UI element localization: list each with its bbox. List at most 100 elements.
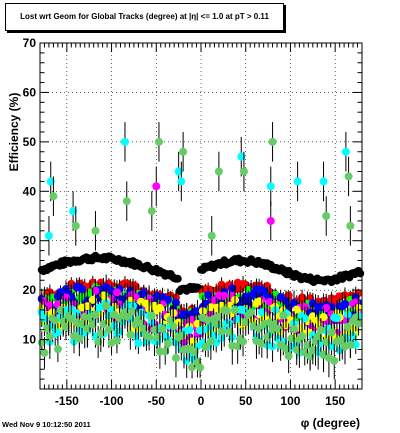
data-point — [220, 291, 229, 300]
data-point — [51, 316, 60, 325]
axis-ticks: -150 -100 -50 0 50 100 150 10 20 30 40 50 60 70 — [23, 36, 362, 408]
data-point — [257, 308, 266, 317]
outlier-point — [268, 137, 277, 146]
datestamp: Wed Nov 9 10:12:50 2011 — [2, 420, 91, 429]
data-point — [298, 332, 307, 341]
data-point — [284, 352, 293, 361]
data-point — [196, 363, 205, 372]
data-point — [83, 302, 92, 311]
data-point — [209, 296, 218, 305]
outlier-point — [44, 231, 53, 240]
y-tick-label: 60 — [23, 85, 37, 99]
data-point — [91, 286, 100, 295]
outlier-point — [154, 137, 163, 146]
data-point — [290, 325, 299, 334]
data-point — [53, 328, 62, 337]
data-points — [37, 122, 365, 380]
data-point — [330, 356, 339, 365]
data-point — [102, 301, 111, 310]
x-tick-label: 50 — [239, 394, 253, 408]
data-point — [319, 313, 328, 322]
data-point — [169, 322, 178, 331]
outlier-point — [293, 177, 302, 186]
data-point — [279, 311, 288, 320]
data-point — [204, 291, 213, 300]
outlier-point — [319, 177, 328, 186]
data-point — [166, 315, 175, 324]
data-point — [338, 335, 347, 344]
data-point — [257, 339, 266, 348]
data-point — [91, 310, 100, 319]
data-point — [217, 327, 226, 336]
data-point — [303, 340, 312, 349]
data-point — [322, 338, 331, 347]
outlier-point — [237, 152, 246, 161]
data-point — [273, 324, 282, 333]
data-point — [354, 319, 363, 328]
data-point — [327, 342, 336, 351]
outlier-point — [174, 167, 183, 176]
data-point — [88, 320, 97, 329]
data-point — [99, 320, 108, 329]
outlier-point — [266, 216, 275, 225]
data-point — [43, 324, 52, 333]
data-point — [163, 295, 172, 304]
x-axis-label: φ (degree) — [301, 416, 360, 430]
outlier-point — [207, 231, 216, 240]
x-tick-label: -150 — [55, 394, 79, 408]
data-point — [332, 314, 341, 323]
data-point — [225, 327, 234, 336]
data-point — [314, 332, 323, 341]
data-point — [230, 306, 239, 315]
y-tick-label: 70 — [23, 36, 37, 50]
data-point — [78, 320, 87, 329]
y-tick-label: 40 — [23, 184, 37, 198]
data-point — [171, 298, 180, 307]
data-point — [150, 325, 159, 334]
data-point — [40, 314, 49, 323]
data-point — [233, 342, 242, 351]
data-point — [155, 303, 164, 312]
outlier-point — [69, 207, 78, 216]
data-point — [308, 346, 317, 355]
data-point — [263, 332, 272, 341]
data-point — [281, 344, 290, 353]
outlier-point — [177, 177, 186, 186]
data-point — [145, 332, 154, 341]
data-point — [255, 297, 264, 306]
data-point — [206, 337, 215, 346]
data-point — [201, 342, 210, 351]
data-point — [129, 307, 138, 316]
data-point — [163, 339, 172, 348]
data-point — [173, 274, 182, 283]
data-point — [53, 345, 62, 354]
data-point — [40, 348, 49, 357]
chart-title-box: Lost wrt Geom for Global Tracks (degree)… — [5, 3, 284, 31]
data-point — [177, 332, 186, 341]
data-point — [61, 322, 70, 331]
data-point — [193, 319, 202, 328]
x-tick-label: 150 — [325, 394, 345, 408]
data-point — [241, 318, 250, 327]
data-point — [171, 353, 180, 362]
data-point — [123, 312, 132, 321]
data-point — [185, 325, 194, 334]
data-point — [346, 340, 355, 349]
data-point — [316, 325, 325, 334]
data-point — [45, 332, 54, 341]
y-axis-label: Efficiency (%) — [7, 93, 21, 172]
data-point — [75, 334, 84, 343]
data-point — [126, 330, 135, 339]
data-point — [104, 325, 113, 334]
data-point — [255, 324, 264, 333]
data-point — [341, 299, 350, 308]
data-point — [188, 363, 197, 372]
data-point — [134, 339, 143, 348]
outlier-point — [346, 221, 355, 230]
data-point — [88, 295, 97, 304]
data-point — [78, 285, 87, 294]
outlier-point — [91, 226, 100, 235]
outlier-point — [120, 137, 129, 146]
outlier-point — [152, 182, 161, 191]
